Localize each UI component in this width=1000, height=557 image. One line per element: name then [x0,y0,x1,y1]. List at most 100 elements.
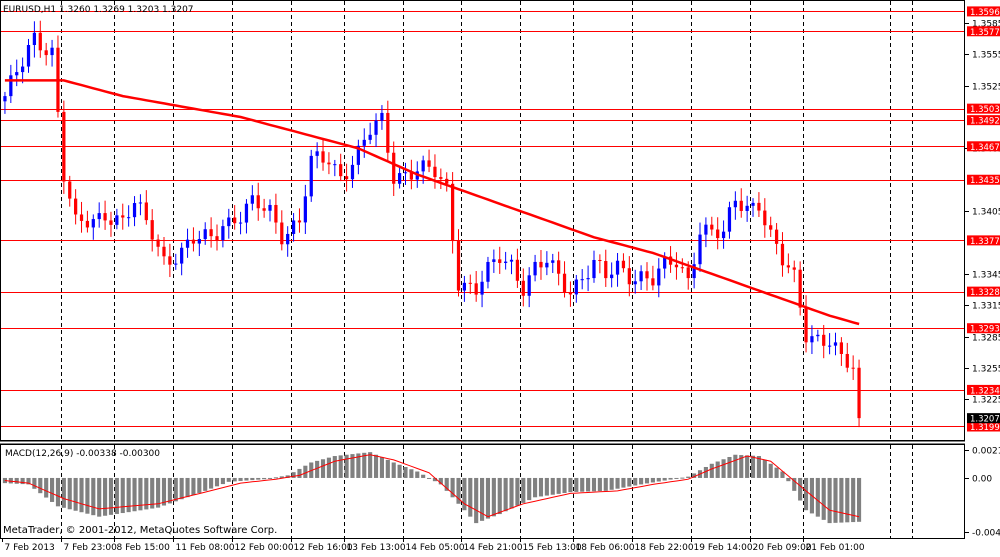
candle-body[interactable] [827,345,832,347]
candle-body[interactable] [533,261,537,276]
candle-body[interactable] [233,217,237,224]
candle-body[interactable] [68,181,72,199]
candle-body[interactable] [745,205,749,211]
candle-body[interactable] [474,283,478,295]
candle-body[interactable] [439,177,443,179]
candle-body[interactable] [339,164,343,177]
candle-body[interactable] [291,220,296,234]
candle-body[interactable] [551,260,555,263]
candle-body[interactable] [138,202,143,204]
candle-body[interactable] [498,259,502,263]
candle-body[interactable] [763,210,767,226]
candle-body[interactable] [297,220,302,223]
candle-body[interactable] [663,256,667,269]
candle-body[interactable] [115,215,119,225]
candle-body[interactable] [397,173,402,184]
candle-body[interactable] [509,259,514,262]
candle-body[interactable] [445,178,449,184]
candle-body[interactable] [798,269,802,308]
candle-body[interactable] [504,261,508,263]
candle-body[interactable] [26,45,31,67]
candle-body[interactable] [450,183,455,242]
candle-body[interactable] [833,342,838,346]
candle-body[interactable] [657,268,661,286]
candle-body[interactable] [409,172,414,180]
candle-body[interactable] [786,265,790,268]
candle-body[interactable] [716,229,720,239]
candle-body[interactable] [845,353,849,368]
candle-body[interactable] [751,202,755,206]
candle-body[interactable] [350,164,355,180]
candle-body[interactable] [50,47,54,56]
candle-body[interactable] [816,334,820,337]
candle-body[interactable] [492,259,496,262]
price-panel[interactable] [1,1,965,440]
candle-body[interactable] [739,200,743,211]
candle-body[interactable] [680,267,684,269]
candle-body[interactable] [580,279,584,281]
candle-body[interactable] [150,220,154,240]
candle-body[interactable] [368,134,372,140]
candle-body[interactable] [610,274,614,279]
candle-body[interactable] [757,202,761,211]
candle-body[interactable] [286,233,290,245]
candle-body[interactable] [721,231,726,239]
candle-body[interactable] [539,261,543,268]
candle-body[interactable] [250,195,254,204]
candle-body[interactable] [633,281,637,285]
candle-body[interactable] [156,239,160,247]
candle-body[interactable] [380,112,384,121]
candle-body[interactable] [85,220,90,228]
candle-body[interactable] [185,239,190,248]
candle-body[interactable] [109,220,113,225]
candle-body[interactable] [91,219,95,228]
candle-body[interactable] [462,282,467,291]
candle-body[interactable] [274,204,278,223]
candle-body[interactable] [792,267,796,270]
candle-body[interactable] [209,229,213,237]
candle-body[interactable] [586,278,590,280]
candle-body[interactable] [62,111,66,182]
candle-body[interactable] [180,247,184,264]
candle-body[interactable] [727,207,732,232]
candle-body[interactable] [268,204,272,211]
candle-body[interactable] [309,155,313,197]
candle-body[interactable] [333,164,337,166]
candle-body[interactable] [468,282,472,284]
candle-body[interactable] [244,203,249,223]
candle-body[interactable] [857,367,861,419]
candle-body[interactable] [215,236,219,241]
candle-body[interactable] [598,259,602,262]
candle-body[interactable] [20,66,25,73]
candle-body[interactable] [651,278,655,286]
candle-body[interactable] [321,151,325,163]
candle-body[interactable] [574,279,578,295]
candle-body[interactable] [822,334,826,346]
candle-body[interactable] [144,202,148,221]
candle-body[interactable] [403,172,408,174]
candle-body[interactable] [9,75,13,97]
candle-body[interactable] [704,224,708,235]
candle-body[interactable] [132,203,137,218]
candle-body[interactable] [674,264,679,268]
candle-body[interactable] [162,246,166,257]
candle-body[interactable] [168,256,172,265]
candle-body[interactable] [203,229,207,240]
candle-body[interactable] [698,234,702,265]
candle-body[interactable] [392,152,396,184]
candle-body[interactable] [227,217,231,227]
candle-body[interactable] [592,259,596,279]
candle-body[interactable] [486,261,490,282]
candle-body[interactable] [79,214,84,221]
candle-body[interactable] [280,222,284,245]
candle-body[interactable] [97,213,101,220]
candle-body[interactable] [197,239,201,244]
candle-body[interactable] [668,256,673,265]
candle-body[interactable] [686,267,690,279]
candle-body[interactable] [374,120,378,135]
candle-body[interactable] [710,224,714,230]
candle-body[interactable] [427,160,431,167]
candle-body[interactable] [356,145,360,165]
candle-body[interactable] [774,229,779,244]
candle-body[interactable] [256,195,260,209]
